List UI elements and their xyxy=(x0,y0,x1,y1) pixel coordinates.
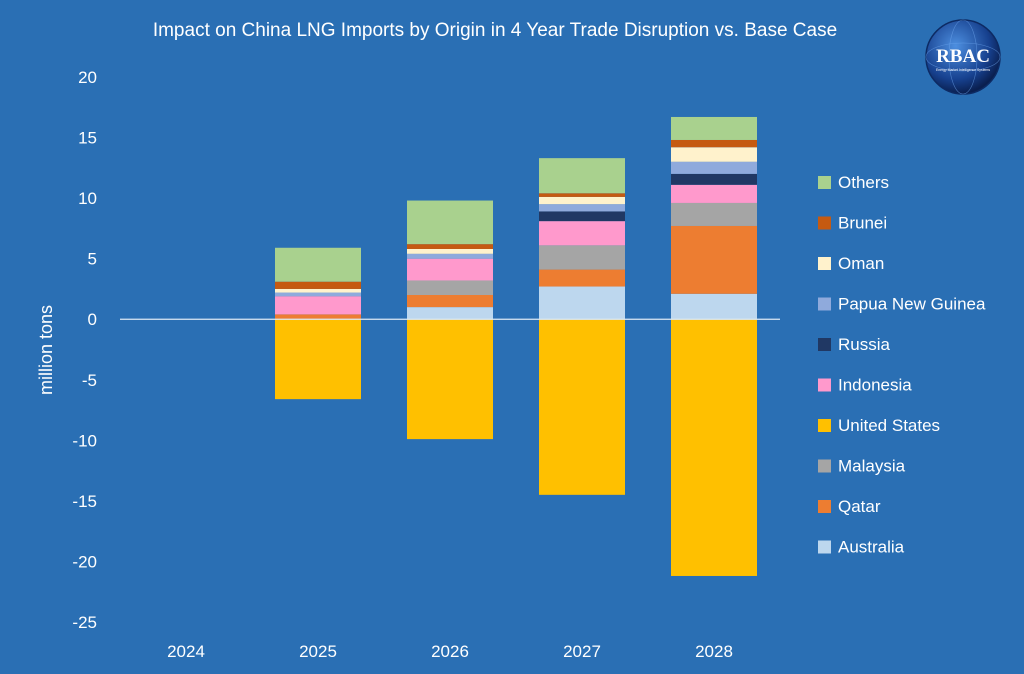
bar-segment-brunei xyxy=(275,281,361,289)
bar-segment-malaysia xyxy=(671,202,757,226)
bar-segment-australia xyxy=(539,286,625,320)
y-tick-label: -20 xyxy=(72,552,97,571)
legend-label: Australia xyxy=(838,538,905,557)
bar-segment-qatar xyxy=(407,295,493,308)
legend-label: Qatar xyxy=(838,497,881,516)
bar-segment-brunei xyxy=(539,193,625,197)
bar-segment-australia xyxy=(407,307,493,320)
x-tick-label: 2028 xyxy=(695,642,733,661)
y-tick-label: 0 xyxy=(88,310,97,329)
bar-segment-papua-new-guinea xyxy=(539,204,625,212)
bars xyxy=(275,116,757,576)
legend-label: Indonesia xyxy=(838,376,912,395)
bar-segment-others xyxy=(671,116,757,140)
legend-swatch xyxy=(818,257,831,270)
y-tick-label: -10 xyxy=(72,431,97,450)
y-tick-label: -5 xyxy=(82,371,97,390)
bar-segment-brunei xyxy=(671,139,757,148)
bar-segment-others xyxy=(539,158,625,194)
legend-swatch xyxy=(818,459,831,473)
bar-segment-united-states xyxy=(539,319,625,495)
bar-segment-oman xyxy=(407,248,493,254)
bar-segment-united-states xyxy=(407,319,493,440)
legend-swatch xyxy=(818,419,831,432)
bar-segment-papua-new-guinea xyxy=(275,292,361,297)
bar-segment-malaysia xyxy=(539,245,625,270)
y-tick-label: -15 xyxy=(72,492,97,511)
legend-label: Russia xyxy=(838,335,891,354)
legend-swatch xyxy=(818,176,831,189)
legend-label: Oman xyxy=(838,254,884,273)
bar-segment-united-states xyxy=(671,319,757,576)
y-axis-ticks: 20 15 10 5 0 -5 -10 -15 -20 -25 xyxy=(72,68,97,632)
y-axis-label: million tons xyxy=(36,305,56,395)
legend-label: Papua New Guinea xyxy=(838,295,986,314)
bar-segment-papua-new-guinea xyxy=(407,253,493,259)
legend-swatch xyxy=(818,338,831,351)
bar-segment-indonesia xyxy=(275,296,361,315)
bar-segment-qatar xyxy=(539,269,625,287)
x-tick-label: 2025 xyxy=(299,642,337,661)
y-tick-label: 10 xyxy=(78,189,97,208)
bar-segment-qatar xyxy=(671,225,757,294)
y-tick-label: 15 xyxy=(78,129,97,148)
bar-segment-united-states xyxy=(275,319,361,400)
y-tick-label: 20 xyxy=(78,68,97,87)
bar-segment-indonesia xyxy=(407,258,493,281)
legend-label: Others xyxy=(838,173,889,192)
x-axis-ticks: 2024 2025 2026 2027 2028 xyxy=(167,642,733,661)
legend-label: Malaysia xyxy=(838,457,906,476)
bar-segment-indonesia xyxy=(539,221,625,246)
svg-text:RBAC: RBAC xyxy=(936,46,990,67)
bar-segment-australia xyxy=(671,293,757,320)
legend: Others Brunei Oman Papua New Guinea Russia In… xyxy=(818,173,986,557)
legend-label: Brunei xyxy=(838,214,887,233)
legend-swatch xyxy=(818,500,831,513)
bar-segment-russia xyxy=(539,211,625,222)
rbac-logo: RBAC Energy Market Intelligence Systems xyxy=(925,19,1001,95)
bar-segment-oman xyxy=(539,196,625,205)
bar-segment-oman xyxy=(671,147,757,162)
x-tick-label: 2027 xyxy=(563,642,601,661)
x-tick-label: 2024 xyxy=(167,642,205,661)
x-tick-label: 2026 xyxy=(431,642,469,661)
legend-swatch xyxy=(818,540,831,554)
bar-segment-qatar xyxy=(275,314,361,320)
legend-swatch xyxy=(818,378,831,392)
bar-segment-russia xyxy=(671,173,757,185)
bar-segment-others xyxy=(275,247,361,282)
svg-text:Energy Market Intelligence Sys: Energy Market Intelligence Systems xyxy=(936,68,990,72)
legend-label: United States xyxy=(838,416,940,435)
y-tick-label: -25 xyxy=(72,613,97,632)
bar-segment-indonesia xyxy=(671,184,757,203)
bar-segment-malaysia xyxy=(407,280,493,295)
legend-swatch xyxy=(818,216,831,230)
legend-swatch xyxy=(818,297,831,311)
bar-segment-papua-new-guinea xyxy=(671,161,757,174)
bar-segment-brunei xyxy=(407,244,493,249)
y-tick-label: 5 xyxy=(88,250,97,269)
bar-segment-oman xyxy=(275,288,361,293)
bar-segment-others xyxy=(407,200,493,245)
chart-title: Impact on China LNG Imports by Origin in… xyxy=(152,20,838,41)
